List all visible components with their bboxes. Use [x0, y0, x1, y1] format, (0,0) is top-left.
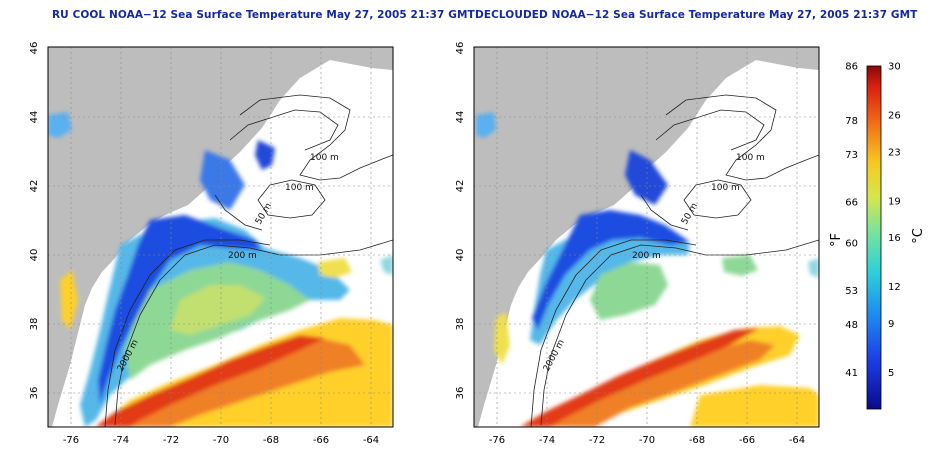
x-tick-label: -76: [63, 435, 79, 446]
y-tick-label: 36: [455, 387, 466, 400]
x-tick-label: -74: [113, 435, 129, 446]
fahrenheit-tick-label: 53: [845, 286, 858, 297]
right-y-axis: 46 44 42 40 38 36: [455, 42, 466, 400]
left-panel-title: RU COOL NOAA−12 Sea Surface Temperature …: [52, 9, 475, 21]
right-x-axis: -76 -74 -72 -70 -68 -66 -64: [489, 435, 805, 446]
y-tick-label: 42: [29, 180, 40, 193]
y-tick-label: 46: [29, 42, 40, 55]
contour-label: 100 m: [310, 153, 339, 163]
left-sst-map: 100 m 100 m 50 m 200 m 2000 m -76 -74 -7…: [29, 42, 394, 446]
celsius-ticks: 30 26 23 19 16 12 9 5: [888, 62, 901, 379]
temperature-colorbar: 86 78 73 66 60 53 48 41 30 26 23 19 16 12 9 5 °F °C: [829, 62, 926, 410]
left-y-axis: 46 44 42 40 38 36: [29, 42, 40, 400]
grid-lines: [48, 47, 393, 427]
contour-label: 200 m: [632, 251, 661, 261]
fahrenheit-tick-label: 86: [845, 62, 858, 73]
land-mass: [48, 47, 393, 427]
celsius-label: °C: [911, 228, 926, 244]
celsius-tick-label: 26: [888, 111, 901, 122]
y-tick-label: 36: [29, 387, 40, 400]
contour-label: 100 m: [285, 183, 314, 193]
celsius-tick-label: 16: [888, 233, 901, 244]
grid-lines: [474, 47, 819, 427]
celsius-tick-label: 12: [888, 282, 901, 293]
contour-label: 200 m: [228, 251, 257, 261]
y-tick-label: 38: [455, 318, 466, 331]
y-tick-label: 46: [455, 42, 466, 55]
y-tick-label: 44: [455, 111, 466, 124]
bathymetry-contours: [104, 94, 393, 427]
x-tick-label: -74: [539, 435, 555, 446]
left-x-axis: -76 -74 -72 -70 -68 -66 -64: [63, 435, 379, 446]
x-tick-label: -66: [313, 435, 329, 446]
y-tick-label: 40: [29, 249, 40, 262]
x-tick-label: -64: [363, 435, 379, 446]
fahrenheit-tick-label: 66: [845, 198, 858, 209]
fahrenheit-tick-label: 60: [845, 238, 858, 249]
contour-label: 100 m: [711, 183, 740, 193]
colorbar-gradient: [866, 65, 882, 410]
celsius-tick-label: 9: [888, 319, 894, 330]
fahrenheit-label: °F: [829, 233, 844, 247]
x-tick-label: -70: [213, 435, 229, 446]
x-tick-label: -72: [589, 435, 605, 446]
x-tick-label: -70: [639, 435, 655, 446]
bathymetry-contours: [530, 94, 819, 427]
x-tick-label: -72: [163, 435, 179, 446]
fahrenheit-tick-label: 73: [845, 150, 858, 161]
celsius-tick-label: 5: [888, 368, 894, 379]
y-tick-label: 44: [29, 111, 40, 124]
y-tick-label: 42: [455, 180, 466, 193]
right-panel-title: DECLOUDED NOAA−12 Sea Surface Temperatur…: [475, 9, 918, 21]
x-tick-label: -76: [489, 435, 505, 446]
fahrenheit-tick-label: 41: [845, 368, 858, 379]
right-map-frame: [473, 46, 820, 428]
x-tick-label: -68: [689, 435, 705, 446]
fahrenheit-ticks: 86 78 73 66 60 53 48 41: [845, 62, 858, 379]
contour-label: 100 m: [736, 153, 765, 163]
y-tick-label: 40: [455, 249, 466, 262]
x-tick-label: -64: [789, 435, 805, 446]
land-mass: [474, 47, 819, 427]
fahrenheit-tick-label: 78: [845, 116, 858, 127]
fahrenheit-tick-label: 48: [845, 320, 858, 331]
left-map-frame: [47, 46, 394, 428]
celsius-tick-label: 30: [888, 62, 901, 73]
x-tick-label: -68: [263, 435, 279, 446]
celsius-tick-label: 23: [888, 147, 901, 158]
x-tick-label: -66: [739, 435, 755, 446]
right-sst-map: 100 m 100 m 50 m 200 m 2000 m -76 -74 -7…: [455, 42, 820, 446]
y-tick-label: 38: [29, 318, 40, 331]
celsius-tick-label: 19: [888, 196, 901, 207]
